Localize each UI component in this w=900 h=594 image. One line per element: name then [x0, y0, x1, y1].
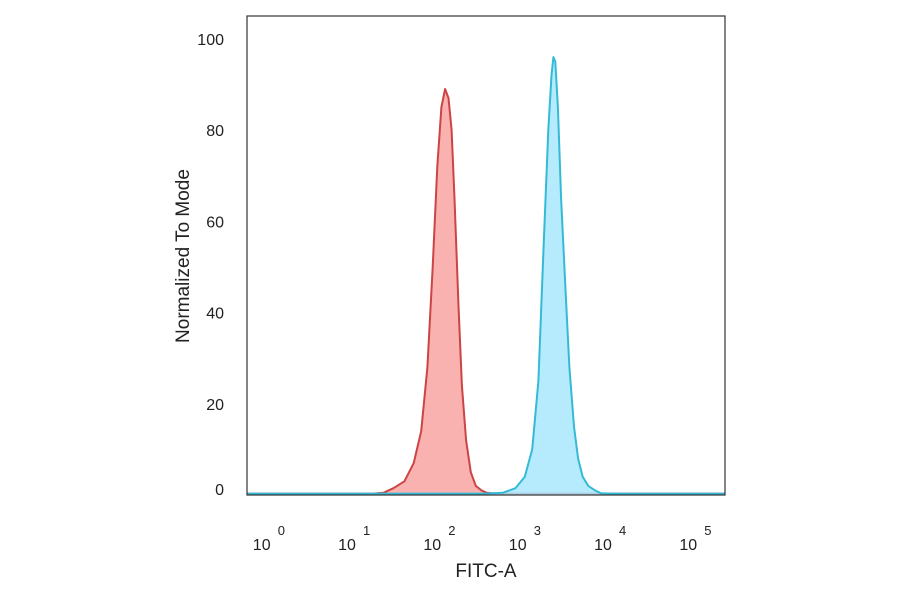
series-2-area — [247, 57, 725, 495]
x-tick-label: 10 4 — [594, 523, 626, 554]
series-2-line — [247, 56, 725, 495]
series-1-line — [247, 88, 725, 495]
x-tick-label: 10 2 — [423, 523, 455, 554]
x-tick-exponent: 2 — [448, 523, 455, 538]
y-axis-ticks: 0 20 40 60 80 100 — [197, 32, 224, 499]
x-tick-exponent: 4 — [619, 523, 626, 538]
x-axis-ticks: 10 0 10 1 10 2 10 3 10 4 10 5 — [253, 523, 712, 554]
x-tick-base: 10 — [679, 537, 697, 554]
x-tick-base: 10 — [338, 537, 356, 554]
x-tick-base: 10 — [594, 537, 612, 554]
y-tick-label: 0 — [215, 482, 224, 499]
x-tick-base: 10 — [423, 537, 441, 554]
x-axis-title: FITC-A — [455, 561, 517, 582]
y-tick-label: 40 — [206, 306, 224, 323]
x-tick-label: 10 3 — [509, 523, 541, 554]
x-tick-label: 10 1 — [338, 523, 370, 554]
series-layer — [247, 56, 725, 495]
x-tick-exponent: 3 — [534, 523, 541, 538]
x-tick-base: 10 — [509, 537, 527, 554]
x-tick-base: 10 — [253, 537, 271, 554]
y-tick-label: 80 — [206, 123, 224, 140]
x-tick-exponent: 0 — [278, 523, 285, 538]
y-tick-label: 20 — [206, 397, 224, 414]
y-tick-label: 100 — [197, 32, 224, 49]
y-tick-label: 60 — [206, 214, 224, 231]
x-tick-label: 10 5 — [679, 523, 711, 554]
x-tick-exponent: 5 — [704, 523, 711, 538]
x-tick-label: 10 0 — [253, 523, 285, 554]
x-tick-exponent: 1 — [363, 523, 370, 538]
plot-area-frame — [246, 15, 726, 496]
series-1-area — [247, 89, 725, 495]
y-axis-title: Normalized To Mode — [173, 169, 194, 343]
